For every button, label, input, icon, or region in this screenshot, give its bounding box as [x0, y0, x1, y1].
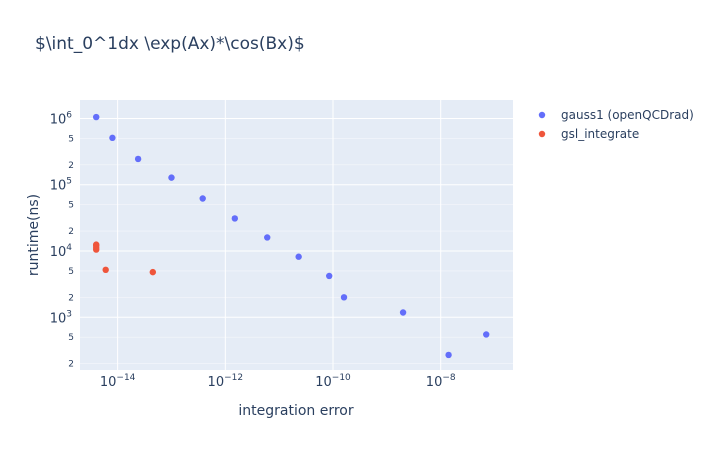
legend-marker	[538, 111, 546, 119]
data-point-gauss1[interactable]	[340, 294, 348, 301]
data-point-gauss1[interactable]	[93, 113, 100, 121]
y-tick-labels: 103 104 105 106 2 5 2 5 2 5 2 5	[50, 110, 74, 369]
data-point-gauss1[interactable]	[445, 351, 452, 359]
x-tick-label: 10−8	[426, 373, 456, 390]
chart-title: $\int_0^1dx \exp(Ax)*\cos(Bx)$	[35, 34, 305, 54]
data-point-gauss1[interactable]	[134, 155, 142, 163]
y-minor-tick-label: 2	[68, 227, 74, 237]
x-tick-label: 10−10	[315, 373, 351, 390]
data-point-gauss1[interactable]	[109, 134, 116, 142]
y-tick-label: 105	[50, 177, 72, 194]
y-tick-label: 104	[50, 243, 73, 260]
legend-label[interactable]: gsl_integrate	[561, 127, 639, 141]
x-tick-labels: 10−14 10−12 10−10 10−8	[100, 373, 456, 390]
legend: gauss1 (openQCDrad) gsl_integrate	[538, 108, 694, 141]
data-point-gauss1[interactable]	[199, 195, 206, 202]
y-tick-label: 106	[50, 110, 73, 127]
plot-area[interactable]	[80, 100, 513, 370]
data-point-gauss1[interactable]	[399, 309, 407, 316]
y-minor-tick-label: 2	[68, 293, 74, 303]
y-minor-tick-label: 5	[68, 333, 74, 343]
y-minor-tick-label: 5	[68, 267, 74, 277]
data-point-gauss1[interactable]	[326, 272, 333, 280]
data-point-gauss1[interactable]	[231, 215, 239, 222]
data-point-gsl[interactable]	[93, 246, 100, 253]
data-point-gauss1[interactable]	[264, 234, 271, 241]
x-tick-label: 10−12	[208, 373, 244, 390]
y-tick-label: 103	[50, 309, 72, 326]
y-axis-title: runtime(ns)	[26, 194, 42, 276]
data-point-gsl[interactable]	[102, 266, 109, 274]
x-axis-title: integration error	[238, 403, 353, 419]
data-point-gauss1[interactable]	[295, 253, 302, 260]
data-point-gauss1[interactable]	[483, 331, 490, 338]
y-minor-tick-label: 2	[68, 161, 74, 171]
x-tick-label: 10−14	[100, 373, 136, 390]
y-minor-tick-label: 5	[68, 201, 74, 211]
legend-marker	[538, 130, 546, 138]
data-point-gauss1[interactable]	[168, 174, 175, 181]
data-point-gsl[interactable]	[149, 268, 157, 276]
legend-label[interactable]: gauss1 (openQCDrad)	[561, 108, 694, 122]
y-minor-tick-label: 5	[68, 134, 74, 144]
data-points	[93, 113, 490, 359]
y-minor-tick-label: 2	[68, 360, 74, 370]
